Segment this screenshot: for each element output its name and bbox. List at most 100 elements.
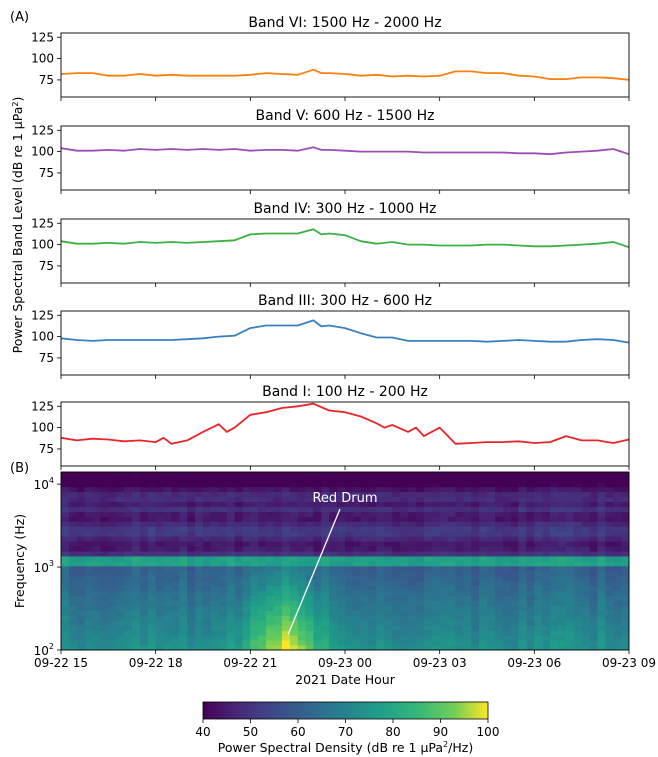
spectrogram-cell	[226, 605, 235, 611]
spectrogram-cell	[400, 605, 409, 611]
spectrogram-cell	[226, 575, 235, 582]
spectrogram-cell	[124, 580, 133, 587]
spectrogram-cell	[447, 501, 456, 508]
spectrogram-cell	[242, 561, 251, 567]
spectrogram-cell	[187, 481, 196, 488]
spectrogram-cell	[621, 481, 630, 488]
spectrogram-cell	[345, 595, 354, 601]
spectrogram-cell	[447, 496, 456, 503]
spectrogram-cell	[431, 561, 441, 567]
spectrogram-cell	[384, 615, 393, 621]
spectrogram-cell	[510, 635, 519, 641]
spectrogram-cell	[463, 536, 472, 542]
spectrogram-cell	[542, 630, 551, 636]
spectrogram-cell	[589, 506, 598, 512]
spectrogram-cell	[234, 615, 243, 621]
spectrogram-cell	[132, 610, 141, 616]
spectrogram-cell	[518, 645, 527, 651]
spectrogram-cell	[345, 531, 354, 537]
spectrogram-cell	[447, 546, 456, 552]
y-tick-label: 100	[31, 238, 54, 252]
spectrogram-cell	[218, 541, 228, 547]
spectrogram-cell	[274, 481, 283, 488]
spectrogram-cell	[226, 625, 235, 631]
spectrogram-cell	[550, 481, 559, 488]
spectrogram-cell	[242, 536, 251, 542]
spectrogram-cell	[139, 620, 149, 626]
spectrogram-cell	[439, 640, 448, 646]
spectrogram-cell	[479, 645, 488, 651]
spectrogram-cell	[565, 590, 575, 597]
spectrogram-cell	[345, 472, 354, 478]
spectrogram-cell	[423, 620, 433, 626]
spectrogram-cell	[68, 486, 78, 493]
spectrogram-cell	[242, 511, 251, 517]
spectrogram-cell	[352, 600, 362, 606]
spectrogram-cell	[321, 625, 330, 631]
spectrogram-cell	[455, 575, 464, 582]
spectrogram-cell	[234, 472, 243, 478]
spectrogram-cell	[439, 620, 448, 626]
spectrogram-cell	[297, 615, 306, 621]
spectrogram-cell	[218, 531, 228, 537]
spectrogram-cell	[621, 645, 630, 651]
spectrogram-cell	[289, 640, 299, 646]
spectrogram-cell	[534, 561, 543, 567]
spectrogram-cell	[376, 600, 385, 606]
spectrogram-cell	[392, 605, 401, 611]
spectrogram-cell	[337, 645, 346, 651]
spectrogram-cell	[392, 506, 401, 512]
spectrogram-cell	[581, 630, 590, 636]
spectrogram-cell	[479, 580, 488, 587]
spectrogram-cell	[471, 526, 480, 532]
spectrogram-cell	[423, 565, 433, 572]
spectrogram-cell	[487, 600, 496, 606]
spectrogram-cell	[558, 476, 567, 483]
colorbar-tick-label: 100	[477, 725, 500, 739]
spectrogram-cell	[534, 585, 543, 592]
spectrogram-cell	[305, 526, 314, 532]
spectrogram-cell	[526, 516, 535, 522]
spectrogram-cell	[250, 496, 259, 503]
spectrogram-cell	[100, 610, 109, 616]
spectrogram-cell	[408, 526, 417, 532]
spectrogram-cell	[337, 635, 346, 641]
spectrogram-cell	[329, 575, 338, 582]
panel-label-b: (B)	[10, 461, 29, 476]
spectrogram-cell	[281, 565, 291, 572]
spectrogram-cell	[68, 635, 78, 641]
spectrogram-cell	[139, 501, 149, 508]
spectrogram-cell	[345, 620, 354, 626]
spectrogram-cell	[147, 605, 157, 611]
spectrogram-cell	[163, 506, 172, 512]
spectrogram-cell	[447, 625, 456, 631]
spectrogram-cell	[108, 590, 117, 597]
spectrogram-cell	[61, 645, 70, 651]
spectrogram-cell	[195, 546, 204, 552]
spectrogram-cell	[605, 600, 614, 606]
spectrogram-cell	[613, 516, 622, 522]
spectrogram-cell	[613, 472, 622, 478]
spectrogram-cell	[400, 536, 409, 542]
spectrogram-cell	[218, 516, 228, 522]
spectrogram-cell	[124, 565, 133, 572]
spectrogram-cell	[494, 476, 504, 483]
spectrogram-cell	[581, 610, 590, 616]
spectrogram-cell	[502, 620, 512, 626]
spectrogram-cell	[526, 565, 535, 572]
spectrogram-cell	[155, 620, 164, 626]
spectrogram-cell	[376, 501, 385, 508]
spectrogram-cell	[621, 610, 630, 616]
spectrogram-cell	[423, 551, 433, 557]
spectrogram-cell	[447, 536, 456, 542]
spectrogram-cell	[61, 501, 70, 508]
spectrogram-cell	[565, 615, 575, 621]
spectrogram-cell	[179, 610, 188, 616]
spectrogram-cell	[352, 491, 362, 498]
spectrogram-cell	[447, 516, 456, 522]
spectrogram-cell	[558, 620, 567, 626]
spectrogram-cell	[218, 635, 228, 641]
spectrogram-cell	[597, 511, 606, 517]
spectrogram-cell	[613, 546, 622, 552]
spectrogram-cell	[234, 526, 243, 532]
